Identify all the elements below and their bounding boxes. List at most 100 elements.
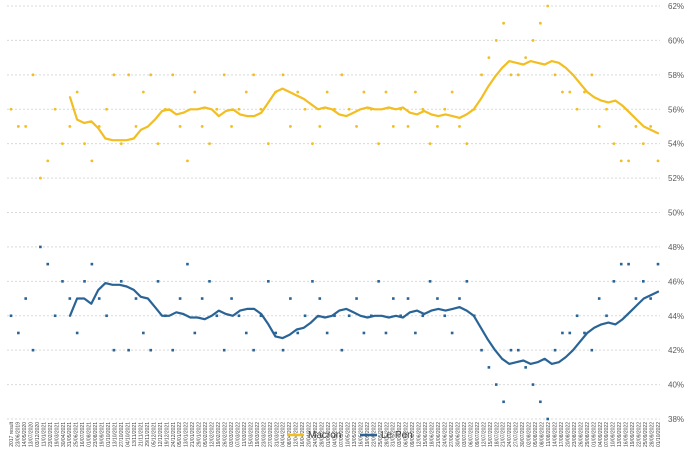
x-tick-label: 27/06/2022 xyxy=(449,422,455,447)
poll-point-macron xyxy=(553,73,557,77)
poll-point-macron xyxy=(127,73,131,77)
poll-point-le-pen xyxy=(517,348,520,352)
poll-point-le-pen xyxy=(222,348,226,352)
poll-point-macron xyxy=(627,159,630,163)
x-tick-label: 07/09/2022 xyxy=(604,422,610,447)
x-tick-label: 05/02/2022 xyxy=(203,422,209,447)
y-tick-label: 58% xyxy=(668,71,684,80)
x-tick-label: 19/03/2022 xyxy=(255,422,261,447)
poll-point-le-pen xyxy=(53,314,57,318)
x-tick-label: 16/09/2022 xyxy=(624,422,630,447)
x-tick-label: 27/07/2022 xyxy=(514,422,520,447)
poll-point-le-pen xyxy=(105,314,108,318)
poll-point-le-pen xyxy=(24,297,28,300)
poll-point-le-pen xyxy=(649,297,652,300)
x-tick-label: 05/01/2022 xyxy=(177,422,183,447)
poll-point-le-pen xyxy=(186,262,189,266)
x-tick-label: 20/08/2022 xyxy=(565,422,571,447)
poll-point-macron xyxy=(509,73,513,77)
poll-point-macron xyxy=(222,73,226,77)
x-tick-label: 12/12/2021 xyxy=(158,422,164,447)
poll-point-le-pen xyxy=(436,297,439,300)
poll-point-macron xyxy=(215,107,219,111)
poll-point-le-pen xyxy=(347,314,351,318)
x-tick-label: 17/08/2022 xyxy=(559,422,565,447)
poll-point-macron xyxy=(303,107,307,111)
poll-point-le-pen xyxy=(355,297,358,300)
poll-point-le-pen xyxy=(656,262,660,266)
x-tick-label: 04/10/2021 xyxy=(125,422,131,447)
poll-point-le-pen xyxy=(583,331,586,335)
poll-point-macron xyxy=(24,125,28,128)
x-tick-label: 09/07/2022 xyxy=(475,422,481,447)
x-tick-label: 2017 result xyxy=(9,421,15,446)
x-tick-label: 10/09/2022 xyxy=(611,422,617,447)
poll-point-le-pen xyxy=(274,331,277,335)
x-tick-label: 01/09/2022 xyxy=(591,422,597,447)
poll-point-le-pen xyxy=(399,314,402,318)
poll-point-macron xyxy=(458,125,461,128)
x-tick-label: 03/06/2022 xyxy=(397,422,403,447)
y-tick-label: 46% xyxy=(668,277,684,286)
x-tick-label: 28/09/2022 xyxy=(650,422,656,447)
poll-point-macron xyxy=(186,159,189,163)
y-tick-label: 60% xyxy=(668,36,684,45)
poll-point-macron xyxy=(480,73,483,77)
poll-point-macron xyxy=(590,73,594,77)
poll-point-le-pen xyxy=(428,280,432,283)
x-tick-label: 02/08/2022 xyxy=(527,422,533,447)
poll-point-le-pen xyxy=(215,314,219,318)
x-tick-label: 09/06/2022 xyxy=(410,422,416,447)
poll-point-le-pen xyxy=(252,348,255,352)
poll-point-macron xyxy=(200,125,204,128)
x-tick-label: 10/05/2022 xyxy=(345,422,351,447)
poll-point-le-pen xyxy=(494,383,498,386)
poll-point-le-pen xyxy=(156,280,160,283)
poll-point-macron xyxy=(450,90,454,94)
poll-point-le-pen xyxy=(325,331,329,335)
x-tick-label: 20/04/2022 xyxy=(307,422,313,447)
poll-point-macron xyxy=(605,107,608,111)
poll-point-macron xyxy=(311,142,314,146)
poll-point-macron xyxy=(39,176,42,180)
poll-point-le-pen xyxy=(612,280,616,283)
poll-point-le-pen xyxy=(39,245,42,249)
x-tick-label: 04/05/2022 xyxy=(333,422,339,447)
poll-point-le-pen xyxy=(83,280,86,283)
poll-point-macron xyxy=(406,125,410,128)
poll-point-macron xyxy=(178,125,182,128)
x-tick-label: 29/01/2022 xyxy=(197,422,203,447)
poll-point-macron xyxy=(421,107,425,111)
poll-point-macron xyxy=(281,73,285,77)
x-tick-label: 13/07/2020 xyxy=(28,422,34,447)
x-tick-label: 31/05/2021 xyxy=(67,422,73,447)
x-tick-label: 26/02/2022 xyxy=(223,422,229,447)
poll-point-macron xyxy=(31,73,35,77)
y-tick-label: 38% xyxy=(668,415,684,424)
x-tick-label: 28/05/2022 xyxy=(384,422,390,447)
x-tick-label: 04/09/2022 xyxy=(598,422,604,447)
poll-point-macron xyxy=(575,107,579,111)
poll-point-macron xyxy=(237,107,241,111)
poll-point-le-pen xyxy=(561,331,564,335)
poll-point-macron xyxy=(208,142,211,146)
poll-point-macron xyxy=(494,39,498,42)
x-tick-label: 07/05/2022 xyxy=(339,422,345,447)
poll-point-le-pen xyxy=(17,331,20,335)
legend-label-le-pen: Le Pen xyxy=(381,430,413,441)
poll-point-le-pen xyxy=(311,280,314,283)
x-tick-label: 28/04/2022 xyxy=(320,422,326,447)
x-tick-label: 15/03/2022 xyxy=(248,422,254,447)
x-tick-label: 19/09/2022 xyxy=(630,422,636,447)
poll-point-le-pen xyxy=(333,314,336,318)
x-tick-label: 16/07/2021 xyxy=(80,422,86,447)
poll-point-le-pen xyxy=(237,314,241,318)
y-tick-label: 52% xyxy=(668,174,684,183)
poll-point-macron xyxy=(502,21,506,25)
poll-point-macron xyxy=(288,125,292,128)
poll-point-le-pen xyxy=(568,331,572,335)
x-tick-label: 07/03/2022 xyxy=(235,422,241,447)
poll-point-macron xyxy=(112,73,116,77)
